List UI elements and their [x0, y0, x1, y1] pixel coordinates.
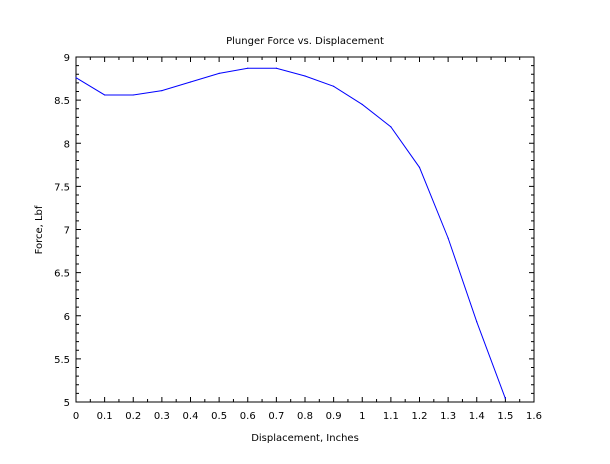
- data-point: [132, 94, 134, 96]
- y-tick-label: 8: [64, 139, 70, 150]
- data-point: [418, 166, 421, 168]
- x-tick-label: 0.9: [326, 411, 342, 422]
- data-point: [504, 397, 506, 400]
- x-tick-label: 1.4: [469, 411, 485, 422]
- y-tick-label: 5: [64, 398, 70, 409]
- x-tick-label: 0.5: [211, 411, 227, 422]
- y-tick-label: 5.5: [54, 355, 70, 366]
- x-tick-label: 1.6: [526, 411, 542, 422]
- x-tick-label: 0.2: [125, 411, 141, 422]
- data-point: [218, 72, 220, 74]
- x-tick-label: 1.2: [412, 411, 428, 422]
- x-tick-label: 0.3: [154, 411, 170, 422]
- x-tick-label: 1.1: [383, 411, 399, 422]
- data-point: [189, 81, 192, 83]
- data-point: [275, 67, 277, 69]
- y-tick-label: 7.5: [54, 182, 70, 193]
- x-tick-label: 1.3: [440, 411, 456, 422]
- data-point: [75, 77, 77, 79]
- plot-frame: [75, 56, 535, 403]
- data-point: [333, 85, 335, 87]
- x-tick-label: 0.7: [268, 411, 284, 422]
- x-tick-label: 0.1: [97, 411, 113, 422]
- y-axis-title: Force, Lbf: [34, 205, 45, 254]
- data-point: [447, 237, 449, 239]
- y-tick-label: 7: [64, 226, 70, 237]
- chart-title: Plunger Force vs. Displacement: [226, 36, 384, 47]
- x-tick-label: 1: [359, 411, 365, 422]
- x-tick-label: 0.6: [240, 411, 256, 422]
- data-point: [104, 94, 106, 96]
- y-tick-label: 6.5: [54, 269, 70, 280]
- x-tick-label: 0.4: [183, 411, 199, 422]
- y-tick-label: 6: [64, 312, 70, 323]
- data-point: [304, 75, 306, 77]
- plot-area: 0 0.1 0.2 0.3 0.4 0.5 0.6 0.7 0.8 0.9 1 1.1 1.2 1.3 1.…: [54, 53, 542, 422]
- data-point: [390, 126, 392, 128]
- y-tick-label: 8.5: [54, 96, 70, 107]
- data-point: [247, 67, 249, 69]
- series-line: [75, 67, 506, 399]
- y-tick-label: 9: [64, 53, 70, 64]
- x-axis-title: Displacement, Inches: [251, 433, 359, 444]
- x-tick-label: 0.8: [297, 411, 313, 422]
- x-tick-label: 1.5: [497, 411, 513, 422]
- data-point: [361, 103, 363, 106]
- x-tick-label: 0: [73, 411, 79, 422]
- data-point: [476, 321, 478, 323]
- data-point: [161, 90, 163, 92]
